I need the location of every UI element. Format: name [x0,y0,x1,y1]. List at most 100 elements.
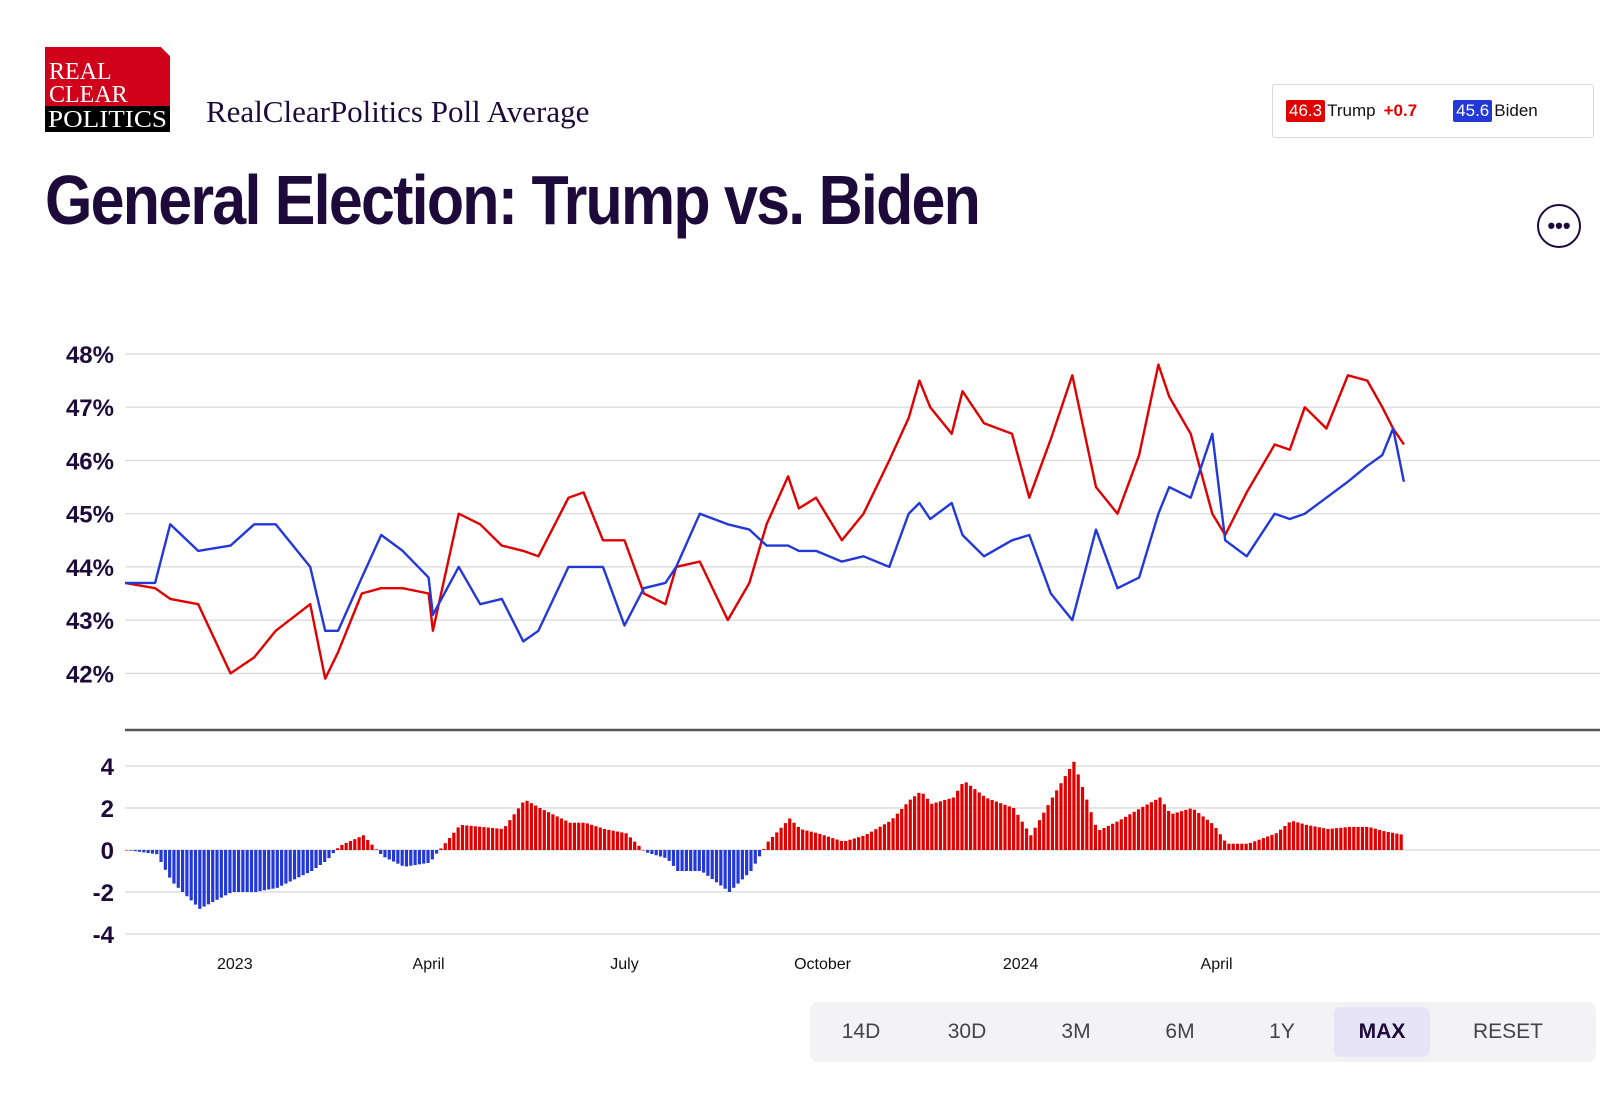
spread-bar [1313,826,1317,850]
spread-bar [818,833,822,850]
spread-bar [1261,838,1265,850]
spread-bar [745,850,749,876]
spread-bar [202,850,206,907]
range-button-14d[interactable]: 14D [841,1020,881,1043]
spread-bar [146,850,150,853]
x-tick-label: April [1201,956,1233,973]
spread-bar [348,841,353,850]
spread-bar [1029,835,1033,850]
trump-name: Trump [1327,101,1376,120]
spread-bar [198,850,202,909]
spread-bar [947,798,951,850]
spread-bar [615,831,620,850]
spread-bar [714,850,719,883]
series-line-trump [124,363,1405,680]
range-button-1y[interactable]: 1Y [1269,1020,1295,1043]
spread-bar [189,850,193,901]
spread-bar [1352,826,1356,850]
spread-bar [422,850,426,864]
spread-bar [628,837,632,850]
spread-bar [1257,839,1261,850]
spread-bar [137,850,142,852]
x-tick-label: 2024 [1003,956,1039,973]
spread-bar [172,850,176,884]
spread-bar [542,810,546,850]
spread-bar [646,850,650,853]
spread-bar [912,796,917,850]
spread-bar [1360,826,1365,850]
spread-bar [297,850,301,878]
spread-bar [400,850,404,866]
spread-bar [1024,828,1029,850]
spread-bar [757,850,762,857]
spread-bar [671,850,676,866]
spread-bar [516,808,521,850]
spread-bar [1007,806,1011,850]
spread-bar [241,850,245,892]
range-button-3m[interactable]: 3M [1061,1020,1091,1043]
spread-bar [150,850,155,854]
spread-bar [960,784,964,850]
spread-bar [1369,827,1373,850]
spread-bar [366,839,370,850]
spread-bar [1145,804,1149,850]
spread-bar [310,850,314,871]
spread-bar [822,835,826,850]
spread-bar [249,850,254,892]
spread-bar [1059,783,1063,850]
spread-bar [684,850,688,871]
legend-item-biden: 45.6 Biden [1453,100,1538,122]
spread-bar [1304,824,1309,850]
x-tick-label: 2023 [217,956,253,973]
range-button-6m[interactable]: 6M [1165,1020,1195,1043]
spread-bar [538,808,542,850]
spread-bar [331,850,335,854]
spread-bar [964,782,968,850]
y-tick-label: 46% [66,448,114,475]
more-options-button[interactable]: ••• [1537,204,1581,248]
spread-bar [874,829,878,850]
spread-bar [990,799,994,850]
spread-bar [280,850,284,886]
y-tick-label: 2 [101,796,114,823]
spread-bar [1050,797,1054,850]
spread-bar [938,801,943,850]
spread-bar [852,838,856,850]
spread-bar [314,850,318,868]
spread-bar [908,799,912,850]
spread-bar [206,850,211,905]
range-button-30d[interactable]: 30D [947,1020,987,1043]
range-button-max[interactable]: MAX [1334,1007,1430,1057]
spread-bar [1098,830,1102,850]
range-selector: 14D 30D 3M 6M 1Y MAX RESET [810,1002,1596,1062]
spread-bar [762,848,766,850]
spread-bar [155,850,159,855]
spread-bar [973,789,977,850]
spread-bar [262,850,266,891]
spread-bar [813,832,818,850]
spread-bar [1205,819,1209,850]
spread-bar [986,798,990,850]
spread-bar [1132,811,1136,850]
spread-bar [564,820,568,850]
spread-bar [1309,825,1313,850]
spread-bar [1046,805,1050,850]
spread-bar [465,825,469,850]
spread-bar [1111,823,1115,850]
spread-bar [857,837,861,850]
spread-bar [551,814,555,850]
range-button-reset[interactable]: RESET [1472,1020,1543,1043]
spread-bar [396,850,400,864]
rcp-logo: REAL CLEAR POLITICS [45,47,170,132]
y-tick-label: 48% [66,342,114,369]
spread-bar [1235,843,1240,850]
spread-bar [891,818,895,850]
spread-bar [831,838,835,850]
y-tick-label: 42% [66,661,114,688]
x-tick-label: October [794,956,852,973]
spread-bar [981,795,986,850]
spread-bar [503,826,508,850]
spread-bar [1317,827,1321,850]
spread-bar [193,850,198,905]
spread-bar [559,818,564,850]
